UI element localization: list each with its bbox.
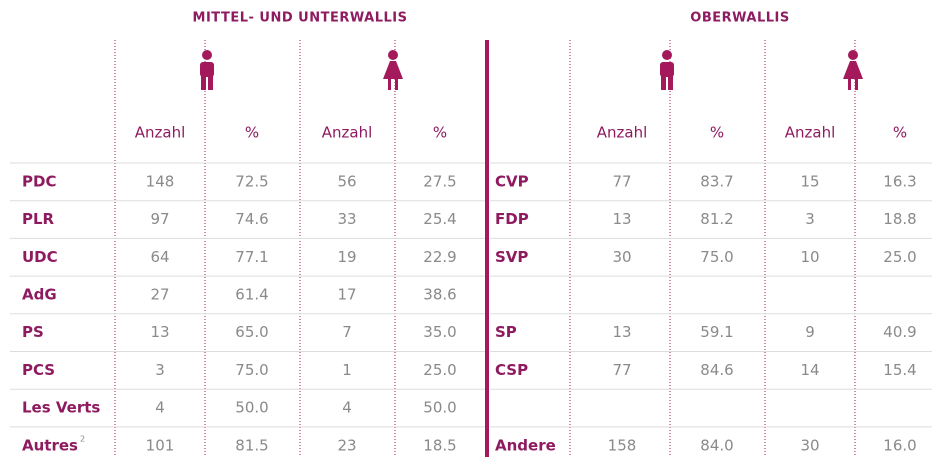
cell: 59.1 [700,323,733,341]
row-label: PDC [22,172,56,190]
cell: 13 [612,323,631,341]
cell: 158 [608,436,637,454]
cell: 4 [342,399,352,417]
row-label: AdG [22,285,57,303]
cell: 23 [337,436,356,454]
cell: 50.0 [235,399,268,417]
cell: 75.0 [235,361,268,379]
cell: 25.0 [883,248,916,266]
cell: 19 [337,248,356,266]
row-label: SP [495,323,517,341]
cell: 77 [612,172,631,190]
row-label: Andere [495,436,556,454]
row-label: FDP [495,210,529,228]
cell: 148 [146,172,175,190]
column-header: Anzahl [597,124,648,142]
cell: 1 [342,361,352,379]
section-title: MITTEL- UND UNTERWALLIS [193,11,408,26]
cell: 16.3 [883,172,916,190]
cell: 50.0 [423,399,456,417]
cell: 13 [150,323,169,341]
cell: 74.6 [235,210,268,228]
cell: 84.6 [700,361,733,379]
cell: 30 [612,248,631,266]
column-header: Anzahl [785,124,836,142]
cell: 3 [805,210,815,228]
cell: 83.7 [700,172,733,190]
cell: 14 [800,361,819,379]
footnote-mark: 2 [80,434,85,443]
cell: 75.0 [700,248,733,266]
cell: 10 [800,248,819,266]
row-label: UDC [22,248,58,266]
cell: 15 [800,172,819,190]
female-icon [843,50,863,90]
column-header: Anzahl [322,124,373,142]
row-label: PS [22,323,44,341]
cell: 72.5 [235,172,268,190]
column-header: % [433,124,447,142]
cell: 18.5 [423,436,456,454]
cell: 97 [150,210,169,228]
row-label: CSP [495,361,528,379]
column-header: % [710,124,724,142]
cell: 77 [612,361,631,379]
cell: 22.9 [423,248,456,266]
cell: 3 [155,361,165,379]
cell: 56 [337,172,356,190]
column-header: % [245,124,259,142]
cell: 9 [805,323,815,341]
cell: 101 [146,436,175,454]
cell: 84.0 [700,436,733,454]
cell: 18.8 [883,210,916,228]
cell: 40.9 [883,323,916,341]
cell: 7 [342,323,352,341]
cell: 27 [150,285,169,303]
cell: 15.4 [883,361,916,379]
row-label: CVP [495,172,529,190]
section-title: OBERWALLIS [690,11,789,26]
male-icon [660,50,674,90]
cell: 61.4 [235,285,268,303]
cell: 30 [800,436,819,454]
female-icon [383,50,403,90]
cell: 64 [150,248,169,266]
row-label: SVP [495,248,528,266]
row-label: Les Verts [22,399,100,417]
cell: 4 [155,399,165,417]
cell: 25.4 [423,210,456,228]
row-label: PCS [22,361,55,379]
cell: 25.0 [423,361,456,379]
column-header: % [893,124,907,142]
row-label: Autres [22,436,78,454]
cell: 81.5 [235,436,268,454]
cell: 16.0 [883,436,916,454]
cell: 65.0 [235,323,268,341]
cell: 33 [337,210,356,228]
cell: 13 [612,210,631,228]
column-header: Anzahl [135,124,186,142]
cell: 77.1 [235,248,268,266]
cell: 38.6 [423,285,456,303]
male-icon [200,50,214,90]
row-label: PLR [22,210,55,228]
cell: 35.0 [423,323,456,341]
cell: 27.5 [423,172,456,190]
cell: 81.2 [700,210,733,228]
cell: 17 [337,285,356,303]
